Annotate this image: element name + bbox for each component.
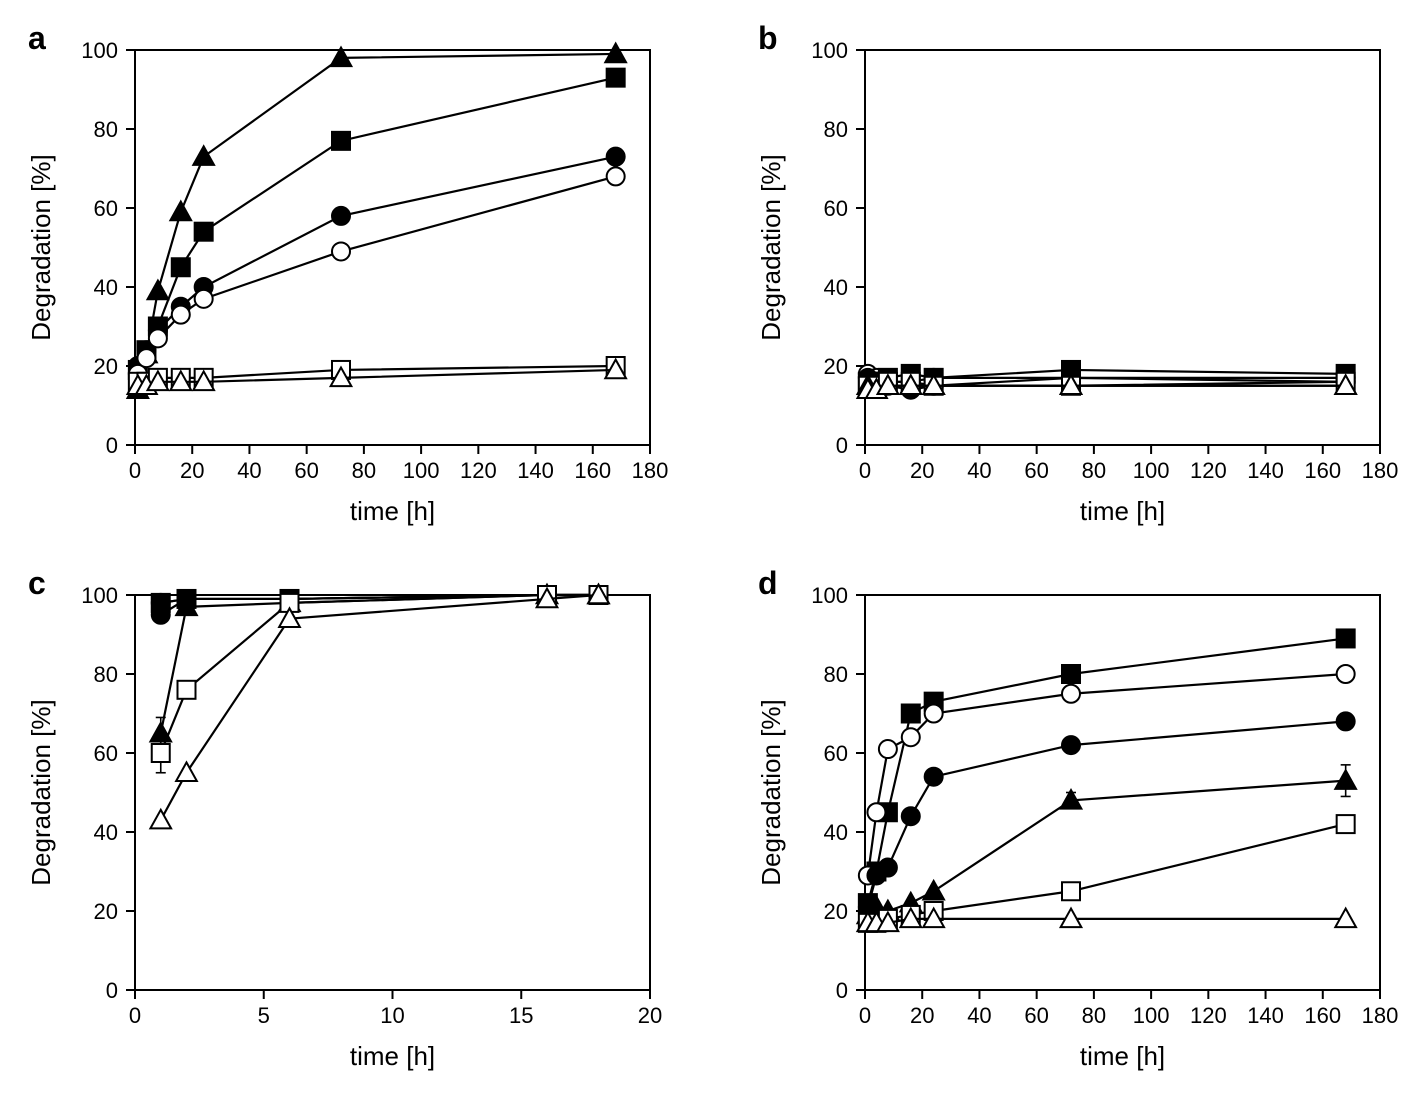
svg-text:60: 60: [824, 196, 848, 221]
svg-text:15: 15: [509, 1003, 533, 1028]
svg-text:20: 20: [94, 354, 118, 379]
svg-text:80: 80: [352, 458, 376, 483]
svg-text:40: 40: [237, 458, 261, 483]
panel-label-d: d: [758, 565, 778, 602]
svg-text:100: 100: [811, 38, 848, 63]
svg-text:0: 0: [836, 978, 848, 1003]
panel-c: c 0 5 10 15 20 0 20 40 60 80 100 time [h] Degradatio…: [20, 565, 670, 1092]
svg-text:5: 5: [258, 1003, 270, 1028]
svg-text:140: 140: [517, 458, 554, 483]
svg-text:0: 0: [106, 433, 118, 458]
svg-text:Degradation [%]: Degradation [%]: [756, 154, 786, 340]
svg-text:20: 20: [180, 458, 204, 483]
chart-a: 0 20 40 60 80 100 120 140 160 180 0 20 40 60 80 100 time…: [20, 20, 670, 540]
figure-grid: a 020406080100120140160180020406080100ti…: [20, 20, 1399, 1092]
svg-text:180: 180: [1362, 1003, 1399, 1028]
svg-text:160: 160: [1304, 458, 1341, 483]
svg-text:140: 140: [1247, 1003, 1284, 1028]
svg-text:160: 160: [1304, 1003, 1341, 1028]
svg-text:180: 180: [1362, 458, 1399, 483]
svg-text:0: 0: [836, 433, 848, 458]
svg-text:Degradation [%]: Degradation [%]: [756, 699, 786, 885]
svg-text:120: 120: [460, 458, 497, 483]
svg-text:Degradation [%]: Degradation [%]: [26, 699, 56, 885]
svg-text:80: 80: [824, 117, 848, 142]
svg-text:140: 140: [1247, 458, 1284, 483]
svg-text:60: 60: [824, 741, 848, 766]
svg-text:60: 60: [294, 458, 318, 483]
svg-text:80: 80: [1082, 458, 1106, 483]
svg-text:20: 20: [824, 354, 848, 379]
svg-text:100: 100: [81, 38, 118, 63]
svg-text:40: 40: [824, 820, 848, 845]
svg-text:0: 0: [129, 458, 141, 483]
svg-text:120: 120: [1190, 1003, 1227, 1028]
svg-text:100: 100: [811, 583, 848, 608]
svg-text:100: 100: [403, 458, 440, 483]
svg-text:Degradation [%]: Degradation [%]: [26, 154, 56, 340]
svg-text:60: 60: [1024, 458, 1048, 483]
svg-text:time [h]: time [h]: [1080, 1041, 1165, 1071]
svg-text:60: 60: [94, 741, 118, 766]
svg-text:60: 60: [94, 196, 118, 221]
svg-text:20: 20: [638, 1003, 662, 1028]
svg-text:0: 0: [859, 1003, 871, 1028]
chart-c: 0 5 10 15 20 0 20 40 60 80 100 time [h] Degradation …: [20, 565, 670, 1085]
panel-d: d 0 20 40 60 80 100 120 140 160 180 0 20 40 60 80 100 ti…: [750, 565, 1400, 1092]
svg-text:100: 100: [1133, 1003, 1170, 1028]
svg-text:180: 180: [632, 458, 669, 483]
svg-text:120: 120: [1190, 458, 1227, 483]
svg-text:100: 100: [81, 583, 118, 608]
svg-text:time [h]: time [h]: [350, 496, 435, 526]
panel-label-c: c: [28, 565, 46, 602]
panel-label-a: a: [28, 20, 46, 57]
svg-text:40: 40: [967, 458, 991, 483]
svg-text:40: 40: [967, 1003, 991, 1028]
panel-b: b 0 20 40 60 80 100 120 140 160 180 0 20 40 60 80 100 ti…: [750, 20, 1400, 547]
svg-text:20: 20: [94, 899, 118, 924]
svg-text:40: 40: [94, 820, 118, 845]
chart-b: 0 20 40 60 80 100 120 140 160 180 0 20 40 60 80 100 time…: [750, 20, 1400, 540]
svg-text:80: 80: [1082, 1003, 1106, 1028]
svg-text:80: 80: [94, 117, 118, 142]
svg-text:80: 80: [824, 662, 848, 687]
svg-text:40: 40: [824, 275, 848, 300]
svg-text:80: 80: [94, 662, 118, 687]
svg-text:60: 60: [1024, 1003, 1048, 1028]
panel-label-b: b: [758, 20, 778, 57]
svg-text:100: 100: [1133, 458, 1170, 483]
svg-text:time [h]: time [h]: [1080, 496, 1165, 526]
chart-d: 0 20 40 60 80 100 120 140 160 180 0 20 40 60 80 100 time…: [750, 565, 1400, 1085]
svg-text:160: 160: [574, 458, 611, 483]
svg-text:10: 10: [380, 1003, 404, 1028]
svg-text:20: 20: [824, 899, 848, 924]
svg-text:40: 40: [94, 275, 118, 300]
svg-text:20: 20: [910, 458, 934, 483]
svg-text:0: 0: [106, 978, 118, 1003]
svg-text:0: 0: [129, 1003, 141, 1028]
svg-text:time [h]: time [h]: [350, 1041, 435, 1071]
panel-a: a 0 20 40 60 80 100 120 140 160 180 0 20 40 60 80 100 ti…: [20, 20, 670, 547]
svg-text:0: 0: [859, 458, 871, 483]
svg-text:20: 20: [910, 1003, 934, 1028]
